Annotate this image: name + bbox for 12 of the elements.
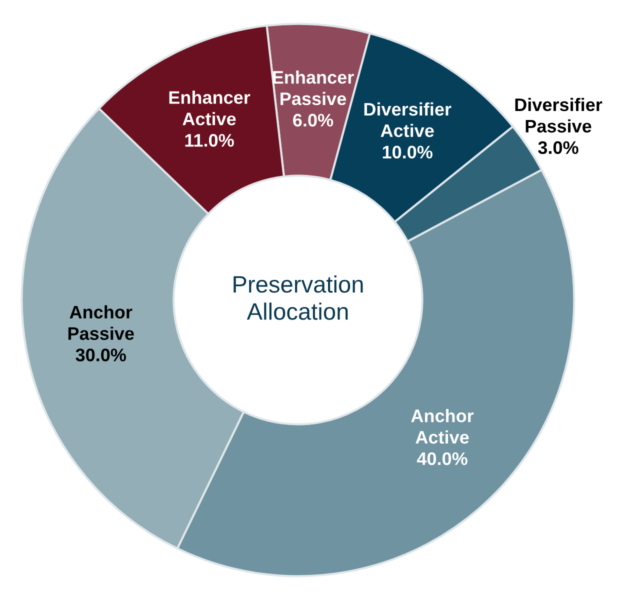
data-label: 10.0% bbox=[382, 146, 432, 159]
data-label: 3.0% bbox=[538, 141, 578, 154]
slice-label: Diversifier Passive bbox=[515, 98, 602, 133]
slice-label: Enhancer Active bbox=[169, 90, 250, 126]
data-label: 30.0% bbox=[76, 348, 126, 362]
data-label: 11.0% bbox=[185, 134, 234, 147]
slice-label: Anchor Passive bbox=[68, 305, 134, 340]
slice-label: Anchor Active bbox=[411, 409, 474, 444]
data-label: 40.0% bbox=[416, 452, 468, 466]
slice-label: Diversifier Active bbox=[364, 102, 452, 138]
text: Preservation Allocation bbox=[234, 275, 363, 320]
data-label: 6.0% bbox=[293, 114, 334, 127]
